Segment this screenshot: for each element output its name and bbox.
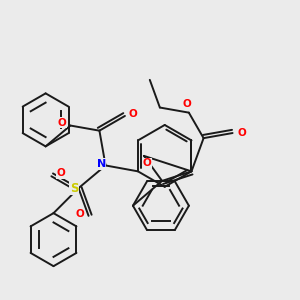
Text: N: N [97, 159, 106, 169]
Text: O: O [76, 209, 85, 219]
Text: S: S [70, 182, 78, 195]
Text: O: O [182, 99, 191, 110]
Text: O: O [142, 158, 151, 168]
Text: O: O [237, 128, 246, 138]
Text: O: O [129, 110, 137, 119]
Text: O: O [57, 168, 66, 178]
Text: O: O [58, 118, 67, 128]
